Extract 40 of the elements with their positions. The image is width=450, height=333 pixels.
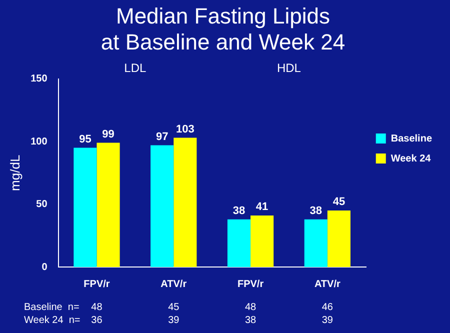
y-tick-label: 100: [30, 136, 48, 148]
legend-label: Week 24: [390, 153, 432, 164]
x-tick-label: FPV/r: [237, 278, 264, 290]
data-label: 97: [156, 130, 168, 143]
bar: [96, 142, 120, 267]
y-tick-label: 0: [42, 262, 48, 273]
x-tick-label: ATV/r: [314, 278, 340, 290]
text: 36: [91, 314, 103, 326]
data-label: 38: [232, 204, 246, 217]
data-label: 38: [310, 204, 322, 217]
bar: [227, 219, 251, 267]
y-tick-label: 150: [30, 74, 48, 85]
y-axis-title: mg/dL: [7, 154, 22, 191]
data-label: 103: [176, 123, 194, 136]
bar: [327, 210, 350, 267]
text: 39: [322, 314, 334, 326]
text: HDL: [276, 61, 302, 76]
y-tick-label: 50: [36, 199, 48, 210]
data-label: 99: [102, 128, 114, 140]
data-label: 41: [256, 201, 268, 214]
text: 48: [244, 302, 257, 313]
bar: [304, 219, 328, 267]
text: 38: [244, 314, 257, 326]
bar: [174, 138, 197, 267]
x-tick-label: ATV/r: [160, 278, 187, 290]
text: 46: [322, 302, 334, 313]
data-label: 45: [332, 196, 346, 208]
legend-label: Baseline: [390, 133, 432, 144]
text: Week 24 n=: [24, 314, 80, 326]
bar: [250, 216, 274, 267]
text: Baseline n=: [24, 302, 80, 313]
data-label: 95: [79, 133, 92, 146]
chart-title: Median Fasting Lipids at Baseline and Week 24: [100, 3, 346, 55]
text: 45: [168, 302, 180, 313]
x-tick-label: FPV/r: [84, 278, 110, 290]
bar: [74, 148, 97, 267]
text: 39: [168, 314, 180, 326]
text: LDL: [124, 61, 147, 76]
bar: [150, 145, 174, 267]
text: 48: [91, 302, 103, 313]
